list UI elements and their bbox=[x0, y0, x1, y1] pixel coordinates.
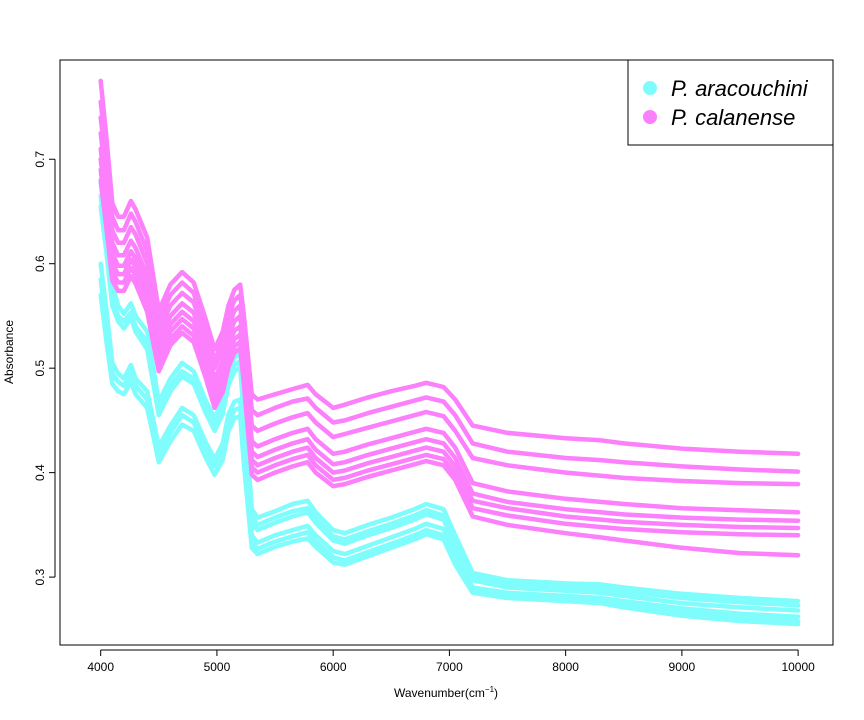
series-line-6 bbox=[98, 292, 801, 627]
legend-box bbox=[627, 59, 834, 146]
y-axis: 0.3 0.4 0.5 0.6 0.7 bbox=[33, 151, 56, 585]
series-line-7 bbox=[98, 78, 801, 457]
x-tick-label: 6000 bbox=[320, 660, 347, 674]
legend-marker-calanense bbox=[643, 110, 657, 124]
series-layer bbox=[98, 78, 801, 627]
series-line-10 bbox=[98, 130, 801, 515]
legend-label-aracouchini: P. aracouchini bbox=[671, 76, 809, 101]
x-tick-label: 10000 bbox=[781, 660, 815, 674]
plot-frame bbox=[59, 59, 834, 646]
series-line-2 bbox=[98, 193, 801, 608]
y-tick-label: 0.4 bbox=[33, 464, 47, 481]
y-tick-label: 0.3 bbox=[33, 568, 47, 585]
series-line-1 bbox=[98, 179, 801, 604]
x-tick-label: 7000 bbox=[436, 660, 463, 674]
series-line-12 bbox=[98, 156, 801, 531]
series-line-11 bbox=[98, 146, 801, 523]
y-tick-label: 0.5 bbox=[33, 360, 47, 377]
x-tick-label: 4000 bbox=[87, 660, 114, 674]
series-line-14 bbox=[98, 177, 801, 558]
y-tick-label: 0.7 bbox=[33, 151, 47, 168]
x-tick-label: 5000 bbox=[204, 660, 231, 674]
x-axis: 4000 5000 6000 7000 8000 9000 10000 bbox=[87, 649, 815, 674]
x-tick-label: 8000 bbox=[552, 660, 579, 674]
legend-label-calanense: P. calanense bbox=[671, 105, 795, 130]
x-tick-label: 9000 bbox=[669, 660, 696, 674]
series-line-8 bbox=[98, 99, 801, 474]
y-tick-label: 0.6 bbox=[33, 255, 47, 272]
legend-marker-aracouchini bbox=[643, 81, 657, 95]
series-line-4 bbox=[98, 261, 801, 620]
y-axis-title: Absorbance bbox=[2, 320, 16, 384]
series-line-13 bbox=[98, 167, 801, 538]
legend: P. aracouchini P. calanense bbox=[627, 59, 834, 146]
series-line-9 bbox=[98, 115, 801, 487]
x-axis-title: Wavenumber(cm−1) bbox=[394, 685, 498, 700]
series-line-3 bbox=[98, 204, 801, 613]
